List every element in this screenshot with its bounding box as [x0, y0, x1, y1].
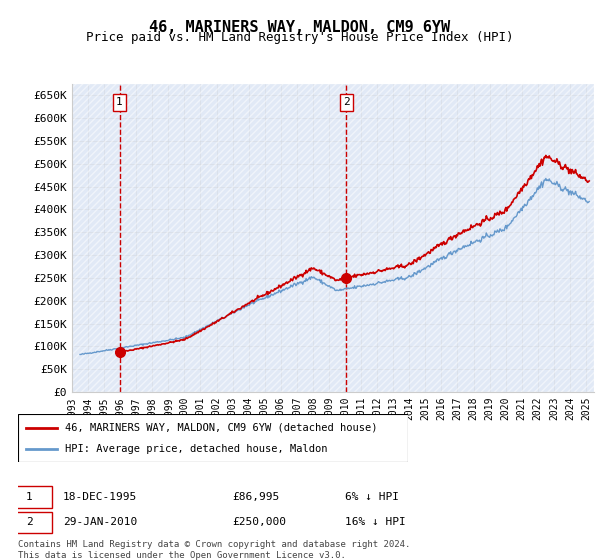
Text: HPI: Average price, detached house, Maldon: HPI: Average price, detached house, Mald… — [65, 444, 328, 454]
Text: 2: 2 — [343, 97, 350, 108]
FancyBboxPatch shape — [7, 487, 52, 507]
FancyBboxPatch shape — [7, 512, 52, 533]
Text: Price paid vs. HM Land Registry's House Price Index (HPI): Price paid vs. HM Land Registry's House … — [86, 31, 514, 44]
Text: 46, MARINERS WAY, MALDON, CM9 6YW (detached house): 46, MARINERS WAY, MALDON, CM9 6YW (detac… — [65, 423, 377, 433]
Text: 1: 1 — [26, 492, 32, 502]
Text: 1: 1 — [116, 97, 123, 108]
Text: 6% ↓ HPI: 6% ↓ HPI — [345, 492, 399, 502]
Text: £86,995: £86,995 — [232, 492, 280, 502]
Text: 29-JAN-2010: 29-JAN-2010 — [63, 517, 137, 527]
FancyBboxPatch shape — [18, 414, 408, 462]
Text: 16% ↓ HPI: 16% ↓ HPI — [345, 517, 406, 527]
Text: £250,000: £250,000 — [232, 517, 286, 527]
Text: Contains HM Land Registry data © Crown copyright and database right 2024.
This d: Contains HM Land Registry data © Crown c… — [18, 540, 410, 560]
Text: 18-DEC-1995: 18-DEC-1995 — [63, 492, 137, 502]
Text: 46, MARINERS WAY, MALDON, CM9 6YW: 46, MARINERS WAY, MALDON, CM9 6YW — [149, 20, 451, 35]
Text: 2: 2 — [26, 517, 32, 527]
